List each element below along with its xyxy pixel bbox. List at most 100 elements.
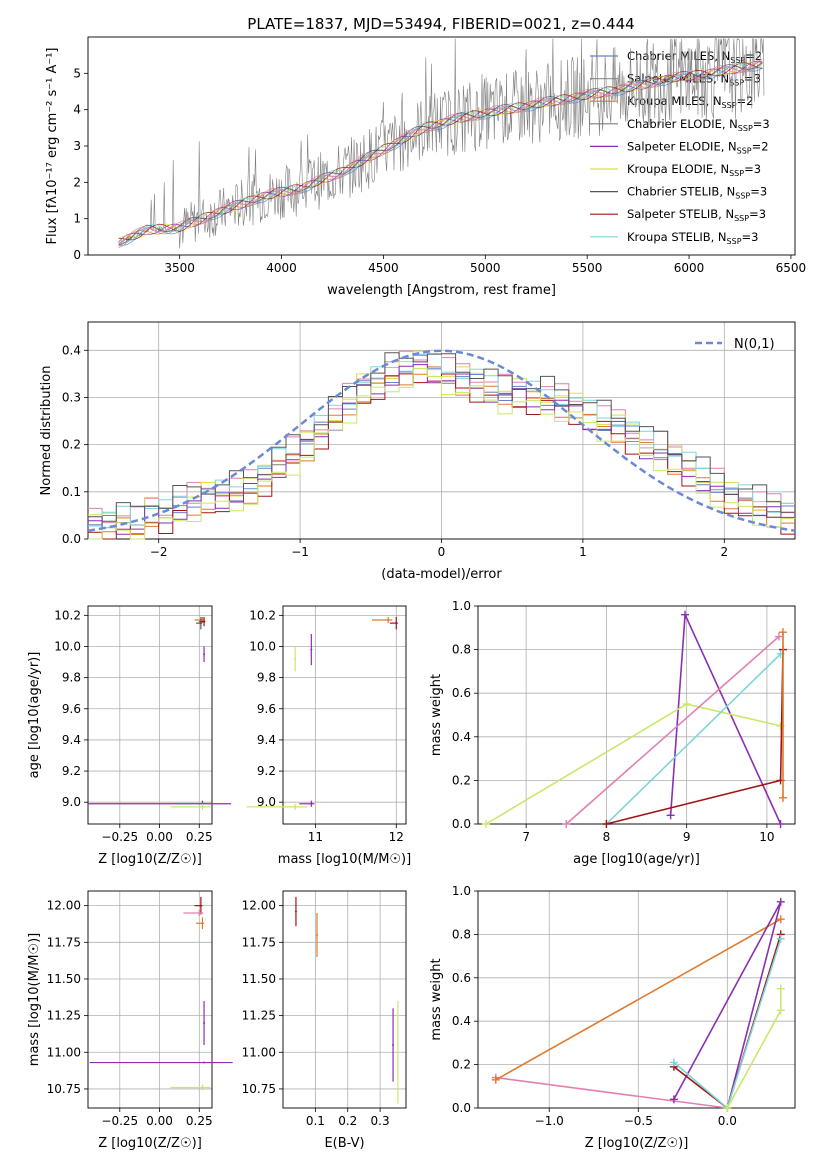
weight-marker [681,610,690,619]
x-axis-label: (data-model)/error [381,567,502,582]
y-axis-label: mass weight [429,958,444,1040]
weight-marker [776,915,785,924]
y-tick-label: 9.4 [257,733,276,747]
x-tick-label: 0.1 [306,1114,325,1128]
y-tick-label: 5 [73,66,81,80]
y-tick-label: 12.00 [242,899,276,913]
weight-marker [669,1095,678,1104]
y-axis-label: mass [log10(M/M☉)] [27,933,42,1066]
data-point [203,1061,206,1064]
normal-dist-legend-label: N(0,1) [734,337,775,352]
y-tick-label: 12.00 [47,899,81,913]
y-tick-label: 11.25 [47,1009,81,1023]
axes-frame [87,890,213,1109]
x-tick-label: 5500 [572,261,603,275]
figure-title: PLATE=1837, MJD=53494, FIBERID=0021, z=0… [247,15,634,33]
spectrum-legend-label: Kroupa ELODIE, NSSP=3 [627,162,761,178]
x-tick-label: 2 [720,545,728,559]
y-tick-label: 0.0 [452,1101,471,1115]
data-point [392,1043,395,1046]
data-point [315,933,318,936]
weight-marker [776,1006,785,1015]
x-tick-label: 7 [522,830,530,844]
x-axis-label: Z [log10(Z/Z☉)] [585,1136,689,1151]
weight-line-1 [495,1076,728,1109]
weight-marker [778,793,787,802]
x-tick-label: −1 [291,545,309,559]
data-point [294,657,297,660]
weight-vs-age-panel: 7 8 9 10 0.0 0.2 0.4 0.6 0.8 1.0 age [log10(age/yr… [429,599,796,867]
data-point [203,1021,206,1024]
y-tick-label: 0.2 [452,1058,471,1072]
data-point [395,622,398,625]
age-vs-mass-panel: 11 12 9.0 9.2 9.4 9.6 9.8 10.0 10.2 mass [log10(M… [246,605,411,867]
y-tick-label: 1.0 [452,599,471,613]
x-tick-label: −0.25 [101,830,138,844]
y-tick-label: 9.0 [62,795,81,809]
weight-marker [776,820,785,828]
y-tick-label: 9.8 [62,671,81,685]
y-tick-label: 10.75 [47,1082,81,1096]
weight-vs-Z-panel: −1.0 −0.5 0.0 0.0 0.2 0.4 0.6 0.8 1.0 Z [log10(Z/… [429,884,796,1151]
weight-marker [778,628,787,637]
spectrum-legend-label: Chabrier ELODIE, NSSP=3 [627,117,770,133]
axes-frame [87,321,796,540]
data-point [201,922,204,925]
weight-marker [682,700,691,709]
x-tick-label: 0.0 [718,1114,737,1128]
y-tick-label: 11.50 [47,972,81,986]
axes-frame [477,605,796,825]
y-tick-label: 11.75 [242,935,276,949]
weight-marker [774,632,783,641]
y-tick-label: 0.6 [452,686,471,700]
weight-line-2 [495,918,782,1081]
model-line-3 [118,60,763,247]
y-tick-label: 0.4 [62,343,81,357]
y-tick-label: 11.25 [242,1009,276,1023]
y-tick-label: 0.1 [62,485,81,499]
y-tick-label: 11.50 [242,972,276,986]
x-tick-label: 3500 [164,261,195,275]
mass-vs-EBV-panel: 0.1 0.2 0.3 10.75 11.00 11.25 11.50 11.75 12.00 E… [242,890,407,1151]
y-tick-label: 11.00 [242,1045,276,1059]
y-tick-label: 2 [73,175,81,189]
x-tick-label: −2 [150,545,168,559]
data-point [294,910,297,913]
weight-marker [723,1104,732,1112]
y-tick-label: 9.4 [62,733,81,747]
model-line-4 [118,60,763,243]
y-tick-label: 0.0 [62,532,81,546]
x-tick-label: 4500 [368,261,399,275]
x-axis-label: wavelength [Angstrom, rest frame] [327,283,556,298]
x-tick-label: 10 [759,830,774,844]
y-tick-label: 1.0 [452,884,471,898]
weight-marker [562,820,571,828]
y-tick-label: 0.4 [452,1014,471,1028]
data-point [199,904,202,907]
x-tick-label: 11 [308,830,323,844]
y-tick-label: 1 [73,212,81,226]
y-tick-label: 4 [73,103,81,117]
axes-frame [87,36,796,256]
weight-marker [666,811,675,820]
y-tick-label: 0.2 [452,773,471,787]
y-tick-label: 9.6 [62,702,81,716]
x-tick-label: 0.00 [146,830,173,844]
axes-frame [87,605,213,825]
weight-line-3 [565,635,780,825]
data-point [198,911,201,914]
x-axis-label: age [log10(age/yr)] [573,852,700,867]
residuals-legend: N(0,1) [695,337,775,352]
y-axis-label: Flux [fλ10⁻¹⁷ erg cm⁻² s⁻¹ A⁻¹] [45,48,60,245]
data-point [203,620,206,623]
histogram-step-8 [88,352,795,522]
x-tick-label: 0.3 [371,1114,390,1128]
normal-dist-curve [87,349,796,532]
histogram-step-4 [88,350,795,526]
model-line-7 [118,63,763,243]
x-tick-label: 6000 [674,261,705,275]
x-axis-label: E(B-V) [324,1136,364,1151]
weight-marker [776,984,785,993]
model-line-8 [118,62,763,246]
